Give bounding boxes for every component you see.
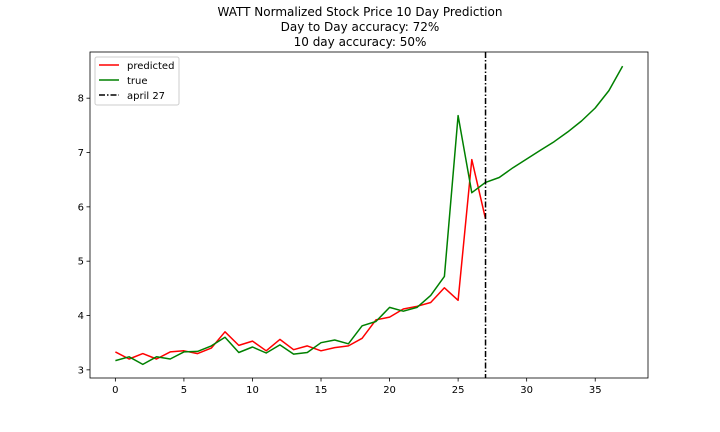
legend-box [94, 56, 180, 106]
y-tick-label: 4 [78, 311, 84, 322]
legend: predicted true april 27 [94, 56, 180, 106]
chart-subtitle-10day-accuracy: 10 day accuracy: 50% [293, 35, 427, 49]
y-tick-label: 5 [78, 257, 84, 268]
x-tick-label: 0 [112, 385, 118, 396]
x-tick-label: 30 [520, 385, 533, 396]
y-tick-label: 8 [78, 94, 84, 105]
ticks-layer: 0 5 10 15 20 25 30 35 3 4 5 6 7 8 [78, 94, 602, 396]
y-tick-label: 6 [78, 202, 84, 213]
y-tick-label: 3 [78, 365, 84, 376]
legend-label-predicted: predicted [127, 61, 174, 72]
chart-subtitle-day-accuracy: Day to Day accuracy: 72% [280, 20, 440, 34]
y-tick-label: 7 [78, 148, 84, 159]
x-tick-label: 35 [589, 385, 602, 396]
plot-frame [89, 51, 649, 379]
chart-title: WATT Normalized Stock Price 10 Day Predi… [217, 5, 503, 19]
x-tick-label: 5 [181, 385, 187, 396]
series-line-true [115, 65, 624, 366]
series-line-predicted [115, 158, 487, 360]
x-tick-label: 15 [315, 385, 328, 396]
series-layer [115, 52, 624, 378]
legend-label-true: true [127, 76, 148, 87]
x-tick-label: 25 [452, 385, 465, 396]
legend-label-april-27: april 27 [127, 91, 165, 102]
x-tick-label: 20 [383, 385, 396, 396]
x-tick-label: 10 [246, 385, 259, 396]
